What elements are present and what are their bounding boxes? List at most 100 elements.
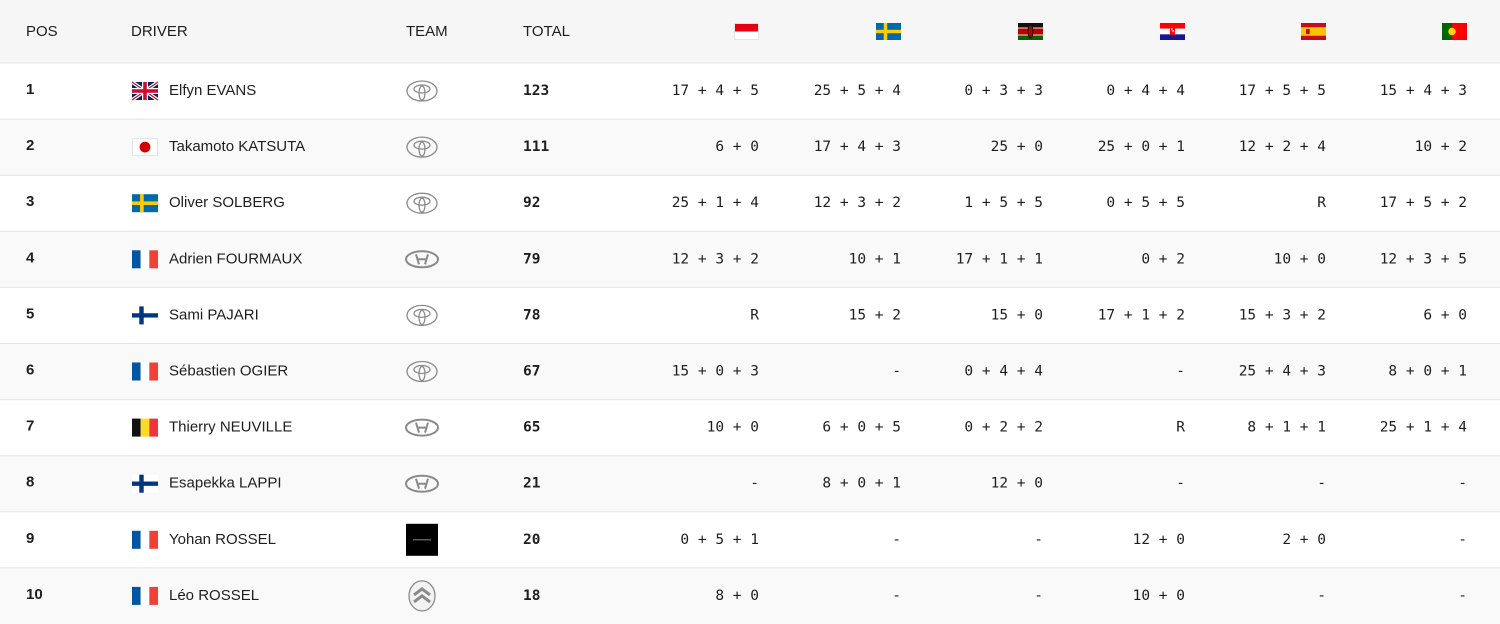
- rally-result: -: [1034, 532, 1043, 548]
- logo-part: [405, 250, 439, 269]
- flag: [132, 362, 158, 381]
- rally-result: 0 + 2: [1141, 251, 1185, 267]
- flag-part: [149, 530, 158, 549]
- flag-part: [1027, 24, 1034, 39]
- rally-result: 2 + 0: [1282, 532, 1326, 548]
- position: 2: [26, 137, 34, 154]
- column-header: DRIVER: [131, 23, 188, 40]
- rally-result: 25 + 4 + 3: [1239, 364, 1326, 380]
- logo-part: [418, 309, 426, 326]
- row-bg: [0, 231, 1500, 288]
- rally-result: 25 + 5 + 4: [814, 83, 902, 99]
- flag-part: [1171, 28, 1173, 31]
- row-bg: [0, 399, 1500, 456]
- flag-part: [1306, 28, 1310, 35]
- flag-part: [132, 481, 158, 486]
- team-logo: [408, 580, 436, 612]
- team-logo: [405, 474, 439, 493]
- flag-part: [132, 138, 158, 157]
- flag-part: [734, 31, 759, 40]
- team-logo: [406, 523, 438, 556]
- driver-name: Thierry NEUVILLE: [169, 419, 292, 436]
- flag: [1301, 23, 1326, 40]
- row-bg: [0, 175, 1500, 232]
- driver-name: Elfyn EVANS: [169, 82, 256, 99]
- flag-part: [1448, 27, 1456, 36]
- rally-result: 17 + 1 + 2: [1098, 307, 1185, 323]
- logo-part: [406, 304, 438, 327]
- flag-part: [734, 23, 759, 40]
- rally-result: -: [1176, 476, 1185, 492]
- flag-part: [149, 362, 158, 381]
- logo-part: [415, 422, 429, 433]
- logo-part: [413, 539, 431, 541]
- flag: [132, 138, 158, 157]
- flag: [1160, 23, 1185, 40]
- flag-part: [132, 89, 158, 93]
- flag-part: [140, 250, 150, 269]
- rally-result: -: [1458, 532, 1467, 548]
- flag: [132, 530, 158, 549]
- rally-result: 6 + 0: [1423, 307, 1467, 323]
- rally-result: -: [1317, 588, 1326, 604]
- logo-part: [418, 85, 426, 101]
- logo-part: [413, 84, 431, 94]
- logo-part: [413, 587, 431, 604]
- rally-result: R: [750, 307, 759, 323]
- column-header: POS: [26, 23, 58, 40]
- rally-result: 12 + 3 + 2: [814, 195, 901, 211]
- position: 10: [26, 586, 43, 603]
- flag: [132, 586, 158, 605]
- total-points: 21: [523, 476, 541, 492]
- column-header: TEAM: [406, 23, 448, 40]
- row-bg: [0, 119, 1500, 176]
- flag: [132, 194, 158, 213]
- row-bg: [0, 287, 1500, 344]
- flag: [734, 23, 759, 40]
- row-bg: [0, 511, 1500, 568]
- driver-name: Sami PAJARI: [169, 306, 259, 323]
- rally-result: -: [892, 532, 901, 548]
- flag: [132, 250, 158, 269]
- rally-result: -: [1034, 588, 1043, 604]
- logo-part: [406, 136, 438, 158]
- rally-result: 10 + 0: [1133, 588, 1185, 604]
- position: 4: [26, 249, 35, 266]
- position: 7: [26, 418, 34, 435]
- rally-result: 0 + 2 + 2: [964, 420, 1043, 436]
- flag-part: [132, 362, 141, 381]
- logo-part: [406, 360, 438, 383]
- rally-result: -: [892, 364, 901, 380]
- row-bg: [0, 343, 1500, 400]
- rally-result: -: [1458, 588, 1467, 604]
- flag: [876, 23, 901, 40]
- flag-part: [149, 250, 158, 269]
- rally-result: 17 + 4 + 3: [814, 139, 901, 155]
- team-logo: [406, 360, 438, 383]
- rally-result: 12 + 3 + 2: [672, 251, 759, 267]
- position: 3: [26, 193, 34, 210]
- total-points: 20: [523, 532, 540, 548]
- rally-result: -: [1458, 476, 1467, 492]
- logo-part: [415, 478, 429, 489]
- rally-result: 10 + 1: [849, 251, 901, 267]
- rally-result: 17 + 4 + 5: [672, 83, 759, 99]
- rally-result: 15 + 0 + 3: [672, 364, 759, 380]
- flag-part: [139, 141, 151, 153]
- logo-part: [418, 141, 426, 157]
- team-logo: [405, 250, 439, 269]
- row-bg: [0, 567, 1500, 624]
- position: 1: [26, 81, 34, 98]
- flag-part: [140, 530, 150, 549]
- logo-part: [406, 80, 438, 102]
- driver-name: Sébastien OGIER: [169, 362, 288, 379]
- rally-result: 12 + 2 + 4: [1239, 139, 1327, 155]
- rally-result: R: [1317, 195, 1326, 211]
- rally-result: 1 + 5 + 5: [964, 195, 1043, 211]
- flag-part: [1442, 23, 1452, 40]
- total-points: 65: [523, 420, 540, 436]
- rally-result: 0 + 3 + 3: [964, 83, 1043, 99]
- flag: [1442, 23, 1467, 40]
- rally-result: 0 + 4 + 4: [1106, 83, 1185, 99]
- flag-part: [140, 362, 150, 381]
